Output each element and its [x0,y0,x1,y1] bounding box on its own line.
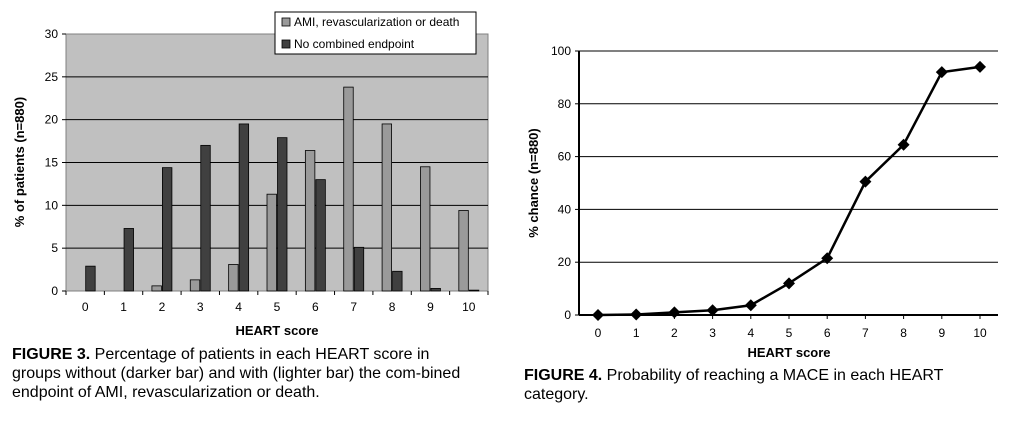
fig3-bar-series-1 [151,285,162,292]
fig3-bar-series-2 [315,179,326,292]
fig3-bar-series-2 [277,137,288,292]
fig3-legend-swatch-series-2 [281,39,291,49]
figure-4-caption-label: FIGURE 4. [524,367,603,384]
fig3-x-tick-label: 10 [462,300,476,314]
fig3-x-tick-label: 9 [427,300,434,314]
fig3-y-tick-label: 0 [51,284,58,298]
fig3-bar-series-1 [189,279,201,292]
fig3-x-tick-label: 4 [235,300,242,314]
fig3-legend-swatch-series-1 [281,17,291,27]
fig3-bar-series-2 [162,167,173,292]
figure-3-caption-text: Percentage of patients in each HEART sco… [12,346,461,401]
fig3-y-tick-label: 25 [45,70,59,84]
fig3-x-tick-label: 1 [120,300,127,314]
fig3-legend-label-series-2: No combined endpoint [294,37,415,51]
fig3-bar-series-2 [353,246,365,292]
fig3-x-tick-label: 6 [312,300,319,314]
fig3-bar-series-1 [266,193,277,292]
fig3-x-tick-label: 0 [82,300,89,314]
fig3-bar-series-1 [458,210,469,292]
fig3-bar-series-1 [343,86,354,292]
fig3-y-tick-label: 5 [51,241,58,255]
fig3-y-tick-label: 10 [45,198,59,212]
fig3-x-axis-title: HEART score [235,323,318,338]
fig3-bar-series-1 [228,264,239,292]
fig3-bar-series-2 [468,289,480,292]
fig3-bar-series-1 [304,150,316,292]
fig3-bar-series-2 [392,270,403,292]
fig3-bar-series-2 [200,144,211,292]
figure-4-caption-text: Probability of reaching a MACE in each H… [524,367,944,403]
fig3-bar-series-1 [420,166,431,292]
fig3-bar-series-2 [85,265,96,292]
fig3-y-tick-label: 15 [45,156,59,170]
fig3-legend: AMI, revascularization or death No combi… [274,11,477,55]
fig3-y-axis-title: % of patients (n=880) [12,97,27,227]
fig3-x-tick-label: 2 [159,300,166,314]
fig3-bar-series-2 [238,123,250,292]
fig3-bar-series-2 [430,288,441,292]
fig3-bar-series-1 [381,123,392,292]
fig3-x-tick-label: 7 [350,300,357,314]
fig3-x-tick-label: 5 [274,300,281,314]
fig3-y-tick-label: 20 [45,113,59,127]
fig3-x-tick-label: 3 [197,300,204,314]
fig3-y-tick-label: 30 [45,27,59,41]
figure-4-caption: FIGURE 4. Probability of reaching a MACE… [524,366,994,404]
figure-3-caption-label: FIGURE 3. [12,346,91,363]
figure-3-caption: FIGURE 3. Percentage of patients in each… [12,345,482,402]
fig3-x-tick-label: 8 [389,300,396,314]
fig3-legend-label-series-1: AMI, revascularization or death [294,15,459,29]
fig3-bar-series-2 [123,228,134,292]
